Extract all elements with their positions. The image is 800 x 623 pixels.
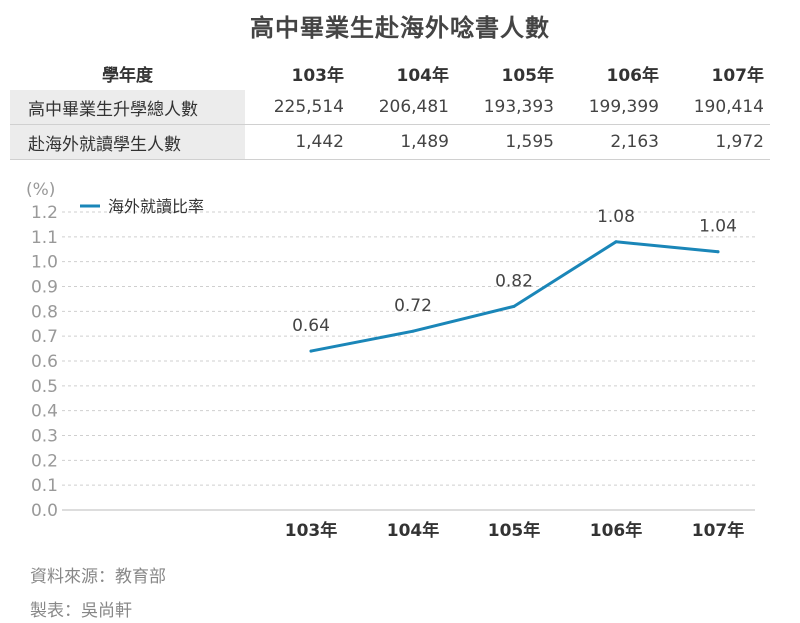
y-tick-label: 0.9 (31, 278, 58, 298)
y-tick-label: 0.4 (31, 402, 58, 422)
table-col-header: 104年 (396, 65, 450, 86)
y-tick-label: 1.1 (31, 228, 58, 248)
series-line (309, 240, 720, 353)
table-cell: 1,489 (350, 124, 455, 160)
table-cell: 199,399 (560, 90, 665, 125)
x-tick-label: 107年 (692, 520, 745, 540)
line-chart: (%) 0.0 0.1 0.2 0.3 0.4 0.5 0.6 0.7 0.8 0.9 1.0 1.1 1… (26, 180, 755, 540)
table-cell: 1,442 (245, 124, 350, 160)
x-tick-label: 103年 (285, 520, 338, 540)
table-cell: 225,514 (245, 90, 350, 125)
table-row-label: 赴海外就讀學生人數 (10, 124, 245, 160)
data-point (716, 250, 720, 254)
y-tick-label: 1.2 (31, 203, 58, 223)
table-cell: 193,393 (455, 90, 560, 125)
x-tick-label: 106年 (590, 520, 643, 540)
data-point (309, 349, 313, 353)
legend-label: 海外就讀比率 (108, 197, 204, 216)
data-label: 1.08 (597, 207, 635, 227)
table-col-header: 105年 (501, 65, 555, 86)
data-point (411, 329, 415, 333)
data-label: 0.64 (292, 316, 330, 336)
y-tick-label: 0.8 (31, 302, 58, 322)
author-note: 製表：吳尚軒 (30, 601, 132, 621)
table-cell: 1,972 (665, 124, 770, 160)
table-corner-header: 學年度 (102, 65, 153, 86)
data-label: 0.82 (495, 271, 533, 291)
y-tick-label: 0.0 (31, 501, 58, 521)
y-tick-label: 0.1 (31, 476, 58, 496)
y-tick-label: 0.6 (31, 352, 58, 372)
y-tick-label: 1.0 (31, 253, 58, 273)
x-tick-label: 105年 (488, 520, 541, 540)
table-row: 高中畢業生升學總人數 225,514 206,481 193,393 199,3… (10, 90, 770, 125)
table-col-header: 107年 (711, 65, 765, 86)
table-header-row: 學年度 103年 104年 105年 106年 107年 (10, 56, 770, 90)
data-point (512, 304, 516, 308)
data-table: 學年度 103年 104年 105年 106年 107年 高中畢業生升學總人數 … (10, 56, 770, 160)
y-axis-unit-label: (%) (26, 180, 55, 200)
table-row-label: 高中畢業生升學總人數 (10, 90, 245, 125)
data-point (614, 240, 618, 244)
source-note: 資料來源：教育部 (30, 567, 166, 587)
table-cell: 2,163 (560, 124, 665, 160)
y-tick-label: 0.5 (31, 377, 58, 397)
table-row: 赴海外就讀學生人數 1,442 1,489 1,595 2,163 1,972 (10, 124, 770, 160)
y-tick-label: 0.7 (31, 327, 58, 347)
chart-title: 高中畢業生赴海外唸書人數 (250, 14, 550, 42)
table-col-header: 103年 (291, 65, 345, 86)
data-label: 0.72 (394, 296, 432, 316)
table-col-header: 106年 (606, 65, 660, 86)
y-tick-label: 0.2 (31, 451, 58, 471)
table-cell: 1,595 (455, 124, 560, 160)
table-cell: 206,481 (350, 90, 455, 125)
data-label: 1.04 (699, 217, 737, 237)
x-tick-label: 104年 (387, 520, 440, 540)
table-cell: 190,414 (665, 90, 770, 125)
y-tick-label: 0.3 (31, 427, 58, 447)
